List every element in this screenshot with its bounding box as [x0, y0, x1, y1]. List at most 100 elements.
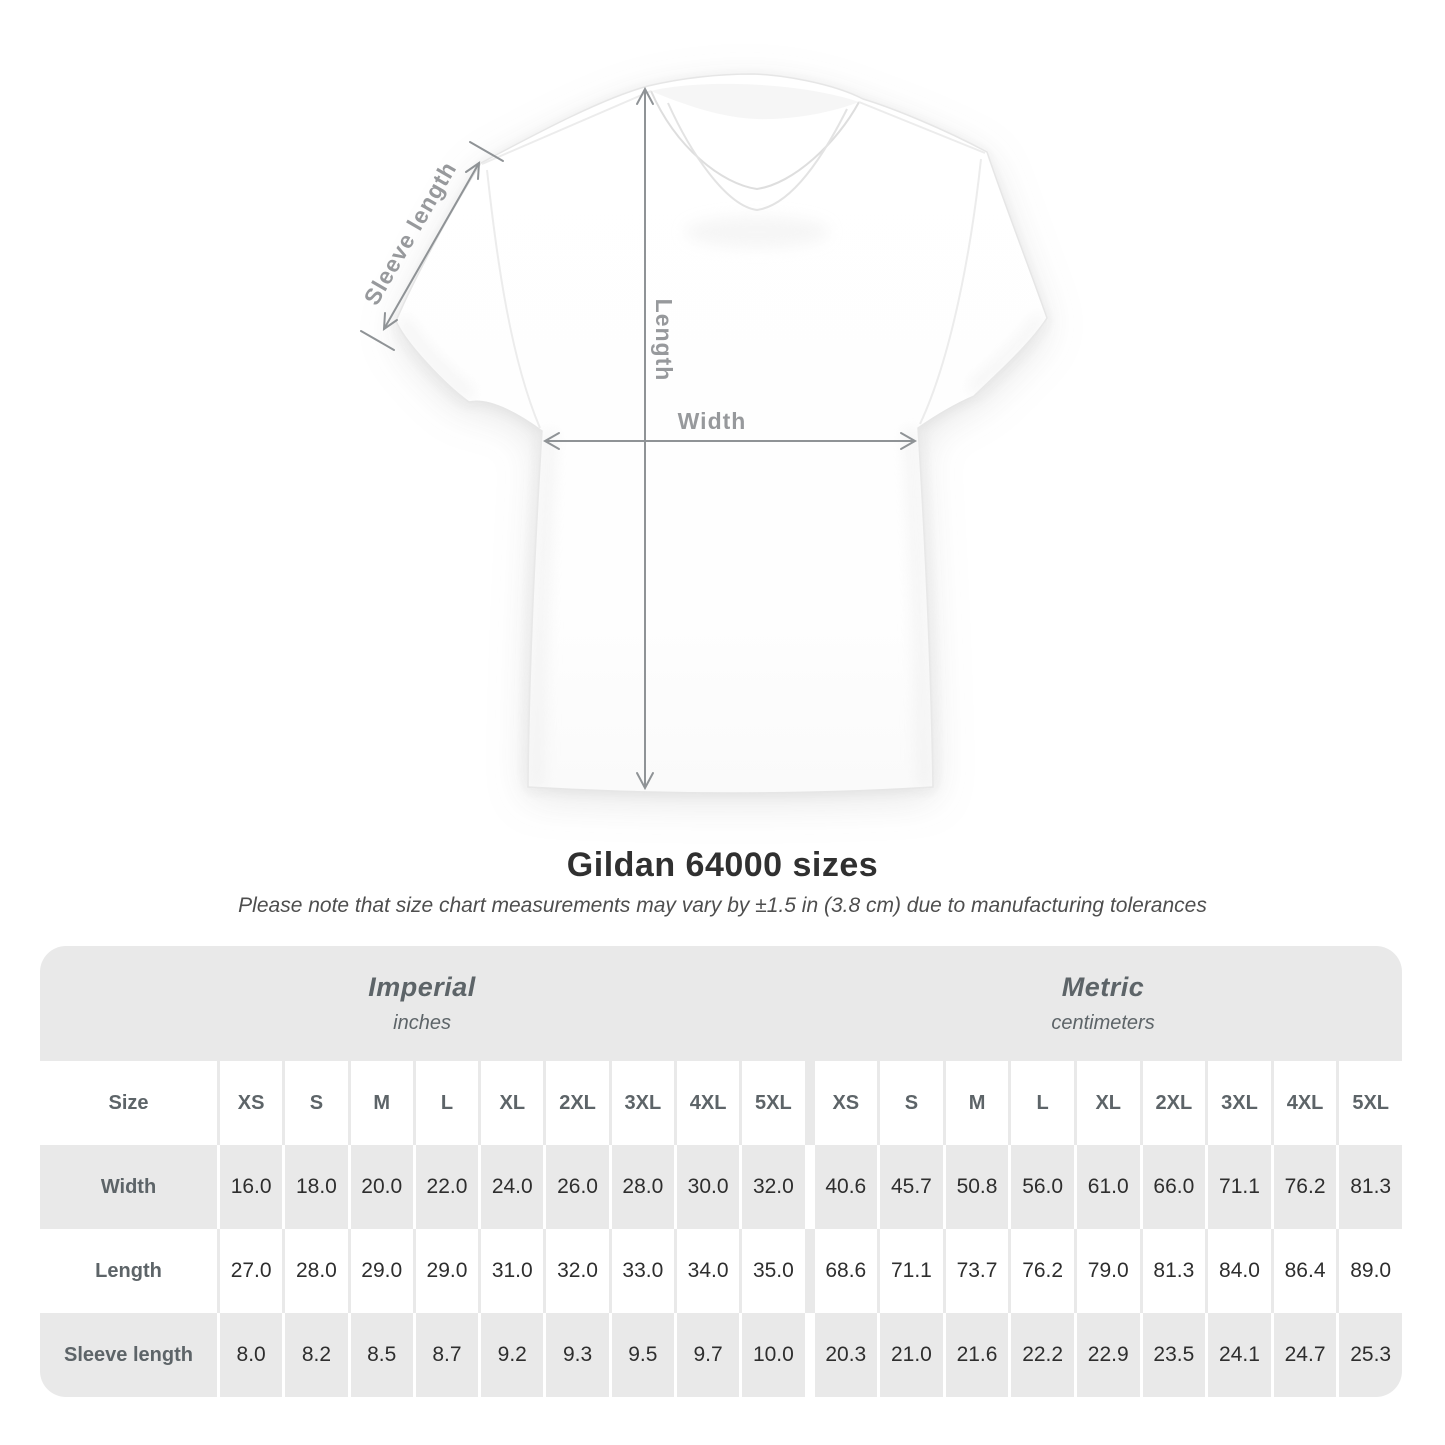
- value-cell: 68.6: [825, 1259, 867, 1282]
- value-cell: 32.0: [739, 1145, 804, 1229]
- tshirt-diagram: Sleeve length Length Width: [358, 73, 1048, 794]
- size-header-cell: XS: [832, 1091, 860, 1114]
- value-cell: 23.5: [1139, 1313, 1206, 1397]
- value-cell: 8.5: [347, 1313, 413, 1397]
- size-header-cell: S: [877, 1061, 943, 1145]
- collar-outer-line: [650, 90, 860, 191]
- value-cell: 50.8: [942, 1145, 1009, 1229]
- value-cell: 8.2: [282, 1313, 347, 1397]
- value-cell: 20.0: [347, 1145, 413, 1229]
- value-cell: 21.6: [942, 1313, 1009, 1397]
- size-header-cell: 5XL: [1336, 1061, 1402, 1145]
- table-row-length: Length 27.0 28.0 29.0 29.0 31.0 32.0 33.0 34.0 3…: [40, 1229, 1402, 1313]
- value-cell: 8.7: [412, 1313, 478, 1397]
- unit-header-row: Imperial inches Metric centimeters: [40, 946, 1402, 1061]
- value-cell: 33.0: [608, 1229, 674, 1313]
- collar-back-fill: [651, 83, 859, 120]
- value-cell: 24.7: [1270, 1313, 1337, 1397]
- value-cell: 30.0: [673, 1145, 739, 1229]
- value-cell: 22.2: [1008, 1313, 1074, 1397]
- tshirt-seams: [481, 90, 986, 429]
- value-cell: 71.1: [877, 1229, 943, 1313]
- imperial-label: Imperial: [368, 972, 476, 1002]
- value-cell: 89.0: [1336, 1229, 1402, 1313]
- value-cell: 18.0: [282, 1145, 347, 1229]
- value-cell: 34.0: [673, 1229, 739, 1313]
- value-cell: 20.3: [825, 1343, 867, 1366]
- imperial-values: 8.0 8.2 8.5 8.7 9.2 9.3 9.5 9.7 10.0: [217, 1313, 805, 1397]
- size-header-cell: XL: [1073, 1061, 1140, 1145]
- size-header-cell: 3XL: [608, 1061, 674, 1145]
- page-title: Gildan 64000 sizes: [566, 846, 879, 884]
- value-cell: 9.3: [543, 1313, 608, 1397]
- value-cell: 31.0: [478, 1229, 543, 1313]
- value-cell: 9.2: [478, 1313, 543, 1397]
- value-cell: 66.0: [1139, 1145, 1206, 1229]
- table-row-sleeve-length: Sleeve length 8.0 8.2 8.5 8.7 9.2 9.3 9.5 9.7 10…: [40, 1313, 1402, 1397]
- value-cell: 28.0: [282, 1229, 347, 1313]
- value-cell: 21.0: [877, 1313, 943, 1397]
- width-arrow: [542, 432, 918, 450]
- size-header-cell: 3XL: [1205, 1061, 1271, 1145]
- metric-label: Metric: [1061, 972, 1145, 1002]
- value-cell: 56.0: [1008, 1145, 1074, 1229]
- size-header-cell: M: [347, 1061, 413, 1145]
- section-separator: [804, 1145, 815, 1229]
- value-cell: 84.0: [1205, 1229, 1271, 1313]
- size-table: Imperial inches Metric centimeters Size …: [40, 946, 1402, 1397]
- size-header-cell: XS: [217, 1061, 282, 1145]
- metric-values: 20.3 21.0 21.6 22.2 22.9 23.5 24.1 24.7 25.3: [815, 1313, 1403, 1397]
- value-cell: 81.3: [1139, 1229, 1206, 1313]
- value-cell: 86.4: [1270, 1229, 1337, 1313]
- value-cell: 24.0: [478, 1145, 543, 1229]
- table-row-width: Width 16.0 18.0 20.0 22.0 24.0 26.0 28.0 30.0 32…: [40, 1145, 1402, 1229]
- measurement-arrows: [360, 86, 918, 791]
- metric-values: 68.6 71.1 73.7 76.2 79.0 81.3 84.0 86.4 89.0: [815, 1229, 1403, 1313]
- row-label: Length: [95, 1259, 162, 1282]
- imperial-size-headers: XS S M L XL 2XL 3XL 4XL 5XL: [217, 1061, 805, 1145]
- size-header-cell: L: [412, 1061, 478, 1145]
- value-cell: 8.0: [217, 1313, 282, 1397]
- value-cell: 22.9: [1073, 1313, 1140, 1397]
- width-label: Width: [678, 408, 747, 434]
- metric-values: 40.6 45.7 50.8 56.0 61.0 66.0 71.1 76.2 81.3: [815, 1145, 1403, 1229]
- value-cell: 29.0: [412, 1229, 478, 1313]
- value-cell: 10.0: [739, 1313, 804, 1397]
- size-header-cell: S: [282, 1061, 347, 1145]
- section-separator: [804, 1061, 815, 1145]
- sleeve-length-arrow: [360, 141, 504, 351]
- value-cell: 35.0: [739, 1229, 804, 1313]
- metric-header: Metric centimeters: [804, 946, 1402, 1061]
- length-arrow: [636, 86, 654, 791]
- value-cell: 73.7: [942, 1229, 1009, 1313]
- value-cell: 71.1: [1205, 1145, 1271, 1229]
- value-cell: 24.1: [1205, 1313, 1271, 1397]
- value-cell: 61.0: [1073, 1145, 1140, 1229]
- value-cell: 9.5: [608, 1313, 674, 1397]
- section-separator: [804, 1229, 815, 1313]
- value-cell: 16.0: [217, 1145, 282, 1229]
- imperial-header: Imperial inches: [40, 946, 804, 1061]
- value-cell: 26.0: [543, 1145, 608, 1229]
- tshirt-shading: [396, 216, 1047, 787]
- imperial-values: 16.0 18.0 20.0 22.0 24.0 26.0 28.0 30.0 32.0: [217, 1145, 805, 1229]
- section-separator: [804, 1313, 815, 1397]
- size-header-cell: 4XL: [1270, 1061, 1337, 1145]
- imperial-values: 27.0 28.0 29.0 29.0 31.0 32.0 33.0 34.0 35.0: [217, 1229, 805, 1313]
- value-cell: 22.0: [412, 1145, 478, 1229]
- value-cell: 45.7: [877, 1145, 943, 1229]
- size-header-cell: 4XL: [673, 1061, 739, 1145]
- size-header-row: Size XS S M L XL 2XL 3XL 4XL 5XL XS S M L XL 2XL 3XL 4X…: [40, 1061, 1402, 1145]
- value-cell: 76.2: [1008, 1229, 1074, 1313]
- length-label: Length: [651, 299, 677, 382]
- collar-inner-line: [667, 102, 848, 212]
- size-corner-label: Size: [108, 1091, 149, 1114]
- value-cell: 76.2: [1270, 1145, 1337, 1229]
- imperial-unit: inches: [393, 1012, 451, 1034]
- value-cell: 29.0: [347, 1229, 413, 1313]
- value-cell: 28.0: [608, 1145, 674, 1229]
- size-header-cell: L: [1008, 1061, 1074, 1145]
- value-cell: 79.0: [1073, 1229, 1140, 1313]
- value-cell: 25.3: [1336, 1313, 1402, 1397]
